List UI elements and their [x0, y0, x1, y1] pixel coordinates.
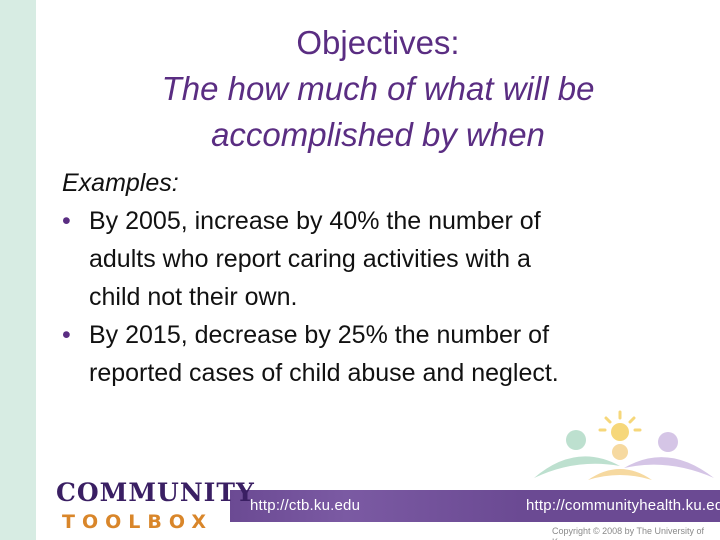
ctb-link[interactable]: http://ctb.ku.edu — [250, 497, 361, 514]
examples-label: Examples: — [62, 169, 179, 197]
bullet-item: • By 2005, increase by 40% the number of… — [62, 202, 662, 316]
logo-text-top: COMMUNITY — [56, 478, 255, 507]
community-figures-icon — [534, 410, 714, 480]
sun-icon — [598, 410, 642, 441]
left-accent-stripe — [0, 0, 36, 540]
community-toolbox-logo: COMMUNITY TOOLBOX — [52, 478, 254, 536]
person-figure-icon — [624, 432, 714, 478]
bullet-item: • By 2015, decrease by 25% the number of… — [62, 316, 662, 392]
bullet-line: By 2005, increase by 40% the number of — [89, 207, 541, 235]
slide-title: Objectives: The how much of what will be… — [36, 20, 720, 158]
bullet-line: adults who report caring activities with… — [89, 245, 531, 273]
logo-text-bottom: TOOLBOX — [62, 511, 213, 533]
footer-bar-highlight — [230, 490, 520, 522]
bullet-icon: • — [62, 207, 71, 235]
person-figure-icon — [588, 444, 652, 480]
bullet-line: By 2015, decrease by 25% the number of — [89, 321, 550, 349]
slide-body: Examples: • By 2005, increase by 40% the… — [62, 164, 662, 392]
bullet-line: reported cases of child abuse and neglec… — [89, 359, 559, 387]
person-figure-icon — [534, 430, 620, 478]
bullet-icon: • — [62, 321, 71, 349]
bullet-line: child not their own. — [89, 283, 298, 311]
community-health-link[interactable]: http://communityhealth.ku.edu/ — [526, 497, 720, 514]
title-main: Objectives: — [296, 24, 460, 61]
title-sub-line-1: The how much of what will be — [161, 70, 595, 107]
title-sub-line-2: accomplished by when — [211, 116, 545, 153]
copyright-text: Copyright © 2008 by The University of Ka… — [552, 526, 705, 540]
